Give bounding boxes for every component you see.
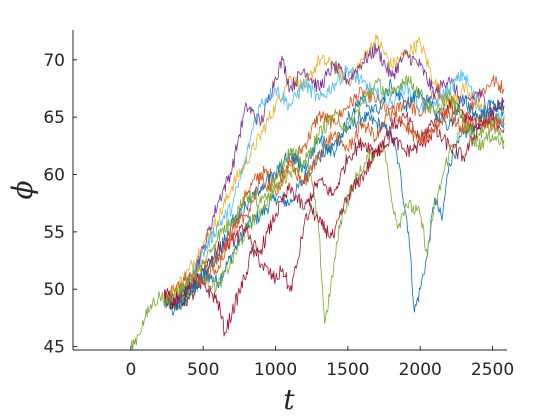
series-line-11 bbox=[163, 75, 505, 307]
x-tick-label: 2500 bbox=[471, 360, 514, 380]
x-tick-label: 0 bbox=[125, 360, 136, 380]
series-line-6 bbox=[163, 64, 505, 309]
x-axis-label: t bbox=[283, 383, 295, 416]
series-layer bbox=[130, 33, 505, 351]
series-line-10 bbox=[163, 104, 505, 303]
series-line-7 bbox=[163, 100, 505, 337]
y-tick-label: 60 bbox=[43, 166, 65, 186]
x-tick-label: 1000 bbox=[254, 360, 297, 380]
series-line-9 bbox=[163, 78, 505, 316]
y-tick-label: 50 bbox=[43, 280, 65, 300]
x-tick-label: 2000 bbox=[399, 360, 442, 380]
x-axis-ticks: 0 500 1000 1500 2000 2500 bbox=[125, 346, 514, 380]
y-tick-label: 65 bbox=[43, 108, 65, 128]
y-axis-ticks: 45 50 55 60 65 70 bbox=[43, 51, 77, 358]
y-tick-label: 70 bbox=[43, 51, 65, 71]
y-tick-label: 55 bbox=[43, 223, 65, 243]
series-line-5 bbox=[130, 118, 505, 351]
x-tick-label: 1500 bbox=[326, 360, 369, 380]
series-line-8 bbox=[163, 98, 505, 306]
y-axis-label: ϕ bbox=[6, 180, 39, 199]
y-tick-label: 45 bbox=[43, 338, 65, 358]
x-tick-label: 500 bbox=[187, 360, 219, 380]
